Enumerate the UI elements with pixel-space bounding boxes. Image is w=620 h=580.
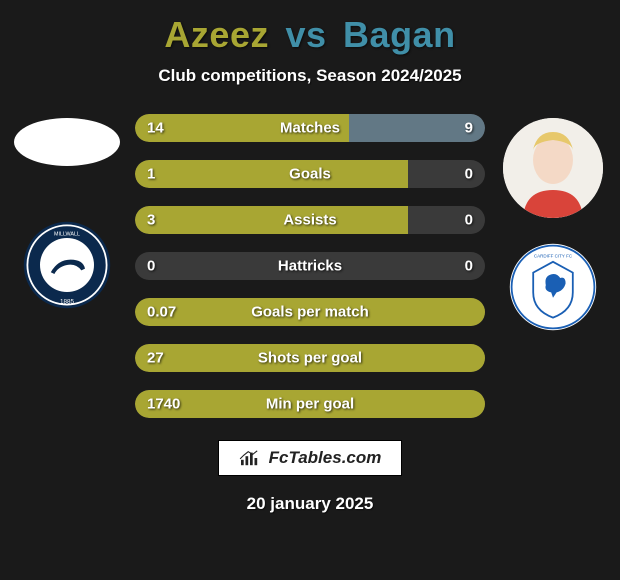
stat-value-left: 0.07 [147, 304, 176, 321]
player2-photo [503, 118, 603, 218]
stat-value-right: 0 [465, 258, 473, 275]
stat-value-left: 1 [147, 166, 155, 183]
stat-row: 14 Matches 9 [135, 114, 485, 142]
comparison-card: Azeez vs Bagan Club competitions, Season… [0, 0, 620, 580]
left-column: MILLWALL 1885 [7, 114, 127, 310]
brand-chart-icon [239, 449, 261, 467]
stat-fill-left [135, 206, 408, 234]
millwall-crest-icon: MILLWALL 1885 [22, 220, 112, 310]
stat-row: 1740 Min per goal [135, 390, 485, 418]
right-column: CARDIFF CITY FC [493, 114, 613, 332]
stat-label: Assists [283, 212, 336, 229]
stat-value-left: 1740 [147, 396, 180, 413]
stat-label: Shots per goal [258, 350, 362, 367]
svg-text:MILLWALL: MILLWALL [54, 231, 80, 237]
stats-bars: 14 Matches 9 1 Goals 0 3 Assists 0 0 Hattricks 0 0.0… [135, 114, 485, 418]
svg-text:1885: 1885 [60, 299, 75, 306]
brand-text: FcTables.com [269, 448, 382, 468]
title-player1: Azeez [164, 14, 269, 55]
stat-label: Matches [280, 120, 340, 137]
stat-value-right: 0 [465, 212, 473, 229]
player2-avatar-icon [503, 118, 603, 218]
stat-value-left: 3 [147, 212, 155, 229]
player1-club-crest: MILLWALL 1885 [22, 220, 112, 310]
main-row: MILLWALL 1885 14 Matches 9 1 Goals 0 3 Assists 0… [0, 114, 620, 418]
brand-badge[interactable]: FcTables.com [218, 440, 403, 476]
cardiff-crest-icon: CARDIFF CITY FC [508, 242, 598, 332]
player1-photo-placeholder [14, 118, 120, 166]
date-text: 20 january 2025 [247, 494, 374, 514]
title-player2: Bagan [343, 14, 456, 55]
stat-fill-left [135, 160, 408, 188]
stat-row: 27 Shots per goal [135, 344, 485, 372]
stat-value-left: 0 [147, 258, 155, 275]
subtitle: Club competitions, Season 2024/2025 [158, 66, 461, 86]
stat-value-left: 27 [147, 350, 164, 367]
stat-row: 0 Hattricks 0 [135, 252, 485, 280]
stat-row: 1 Goals 0 [135, 160, 485, 188]
title-vs: vs [285, 14, 326, 55]
page-title: Azeez vs Bagan [164, 14, 455, 56]
stat-row: 3 Assists 0 [135, 206, 485, 234]
stat-row: 0.07 Goals per match [135, 298, 485, 326]
svg-text:CARDIFF CITY FC: CARDIFF CITY FC [534, 253, 573, 258]
stat-value-right: 0 [465, 166, 473, 183]
stat-label: Goals per match [251, 304, 369, 321]
player2-club-crest: CARDIFF CITY FC [508, 242, 598, 332]
stat-value-right: 9 [465, 120, 473, 137]
stat-value-left: 14 [147, 120, 164, 137]
stat-label: Min per goal [266, 396, 354, 413]
stat-label: Goals [289, 166, 331, 183]
stat-label: Hattricks [278, 258, 342, 275]
